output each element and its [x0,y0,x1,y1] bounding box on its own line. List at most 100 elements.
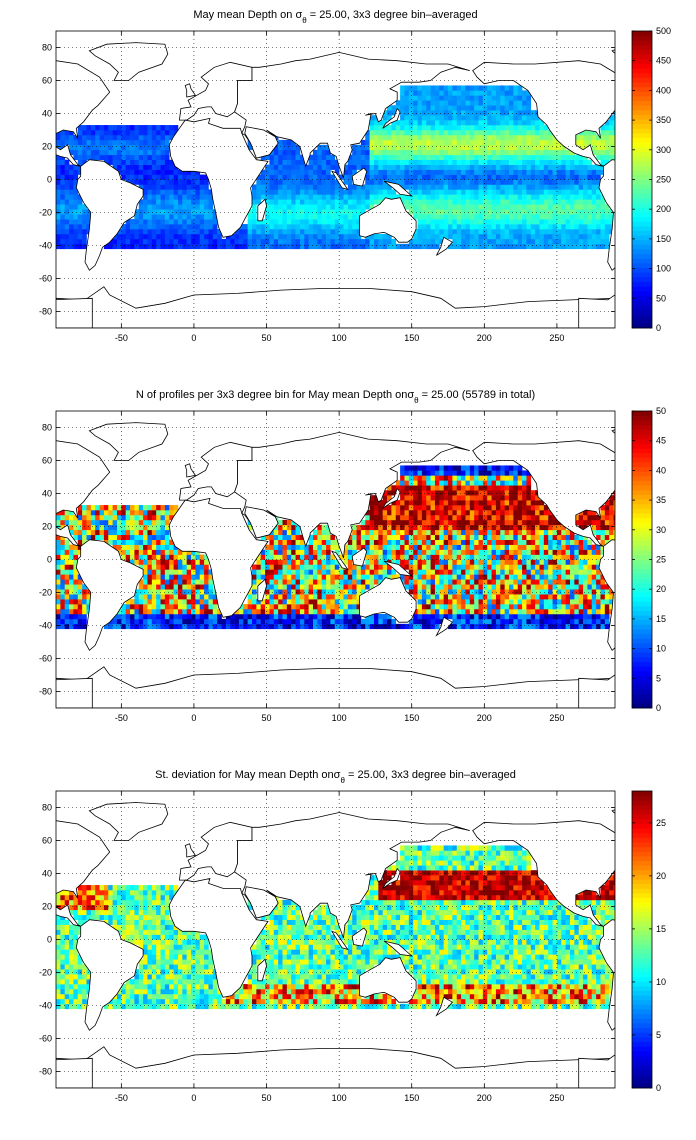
heatmap-cell [482,204,488,210]
heatmap-cell [417,485,423,491]
heatmap-cell [417,490,423,496]
heatmap-cell [469,125,475,131]
heatmap-cell [156,199,161,205]
heatmap-cell [413,209,418,215]
heatmap-cell [121,505,126,511]
heatmap-cell [461,609,466,615]
heatmap-cell [474,609,479,615]
heatmap-cell [500,238,505,245]
heatmap-cell [73,529,79,536]
heatmap-cell [356,194,362,200]
heatmap-cell [330,589,336,595]
heatmap-cell [143,130,148,136]
heatmap-cell [491,604,497,610]
heatmap-cell [421,549,427,555]
heatmap-cell [69,209,74,215]
heatmap-cell [548,194,553,200]
heatmap-cell [56,569,61,575]
heatmap-cell [548,159,553,165]
heatmap-cell [369,500,375,506]
heatmap-cell [56,243,61,250]
heatmap-cell [252,564,257,570]
heatmap-cell [495,164,501,170]
heatmap-cell [448,204,453,210]
heatmap-cell [513,184,519,190]
heatmap-cell [465,209,471,215]
heatmap-cell [343,549,349,555]
heatmap-cell [282,179,288,185]
heatmap-cell [548,199,553,205]
heatmap-cell [378,505,383,511]
heatmap-cell [504,224,510,230]
heatmap-cell [304,589,309,595]
heatmap-cell [204,243,209,250]
heatmap-cell [443,510,449,516]
heatmap-cell [543,174,549,180]
heatmap-cell [90,514,96,521]
heatmap-cell [191,169,196,175]
heatmap-cell [116,169,122,175]
heatmap-cell [413,189,418,195]
heatmap-cell [469,164,475,170]
heatmap-cell [583,164,588,170]
heatmap-cell [495,589,501,595]
heatmap-cell [530,224,536,230]
heatmap-cell [569,189,575,195]
heatmap-cell [491,219,497,225]
heatmap-cell [552,224,558,230]
colorbar-segment [632,58,652,64]
heatmap-cell [448,623,453,630]
heatmap-cell [156,524,161,531]
heatmap-cell [299,618,305,625]
heatmap-cell [491,174,497,180]
heatmap-cell [330,233,336,240]
heatmap-cell [426,475,431,481]
heatmap-cell [56,554,61,560]
heatmap-cell [256,554,262,560]
heatmap-cell [295,564,301,570]
coastline-africa [168,117,269,238]
heatmap-cell [116,519,122,526]
heatmap-cell [439,154,444,160]
heatmap-cell [382,569,388,575]
heatmap-cell [421,184,427,190]
heatmap-cell [400,475,405,481]
heatmap-cell [413,529,418,536]
heatmap-cell [369,529,375,536]
heatmap-cell [434,125,440,131]
heatmap-cell [408,174,414,180]
heatmap-cell [164,144,170,151]
heatmap-cell [482,500,488,506]
heatmap-cell [99,529,105,536]
heatmap-cell [491,554,497,560]
heatmap-cell [522,219,527,225]
heatmap-cell [417,229,423,235]
heatmap-cell [204,599,209,605]
heatmap-cell [408,549,414,555]
heatmap-cell [500,134,505,141]
heatmap-cell [299,534,305,540]
heatmap-cell [191,194,196,200]
heatmap-cell [156,229,161,235]
heatmap-cell [487,465,492,471]
heatmap-cell [556,169,562,175]
heatmap-cell [439,613,444,620]
heatmap-cell [482,130,488,136]
heatmap-cell [495,559,501,565]
heatmap-cell [195,594,201,600]
heatmap-cell [352,544,357,550]
heatmap-cell [408,85,414,91]
heatmap-cell [225,618,231,625]
heatmap-cell [448,154,453,160]
heatmap-cell [373,139,379,146]
heatmap-cell [561,149,566,156]
heatmap-cell [382,144,388,151]
heatmap-cell [509,164,514,170]
heatmap-cell [504,214,510,220]
heatmap-cell [526,149,532,156]
heatmap-cell [116,549,122,555]
heatmap-cell [86,154,92,160]
colorbar-segment [632,272,652,278]
heatmap-cell [535,174,540,180]
heatmap-cell [413,130,418,136]
